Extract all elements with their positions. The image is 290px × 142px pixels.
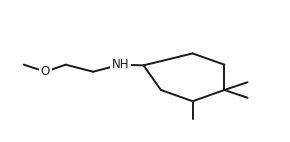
Text: NH: NH: [112, 58, 129, 71]
Text: O: O: [41, 65, 50, 78]
